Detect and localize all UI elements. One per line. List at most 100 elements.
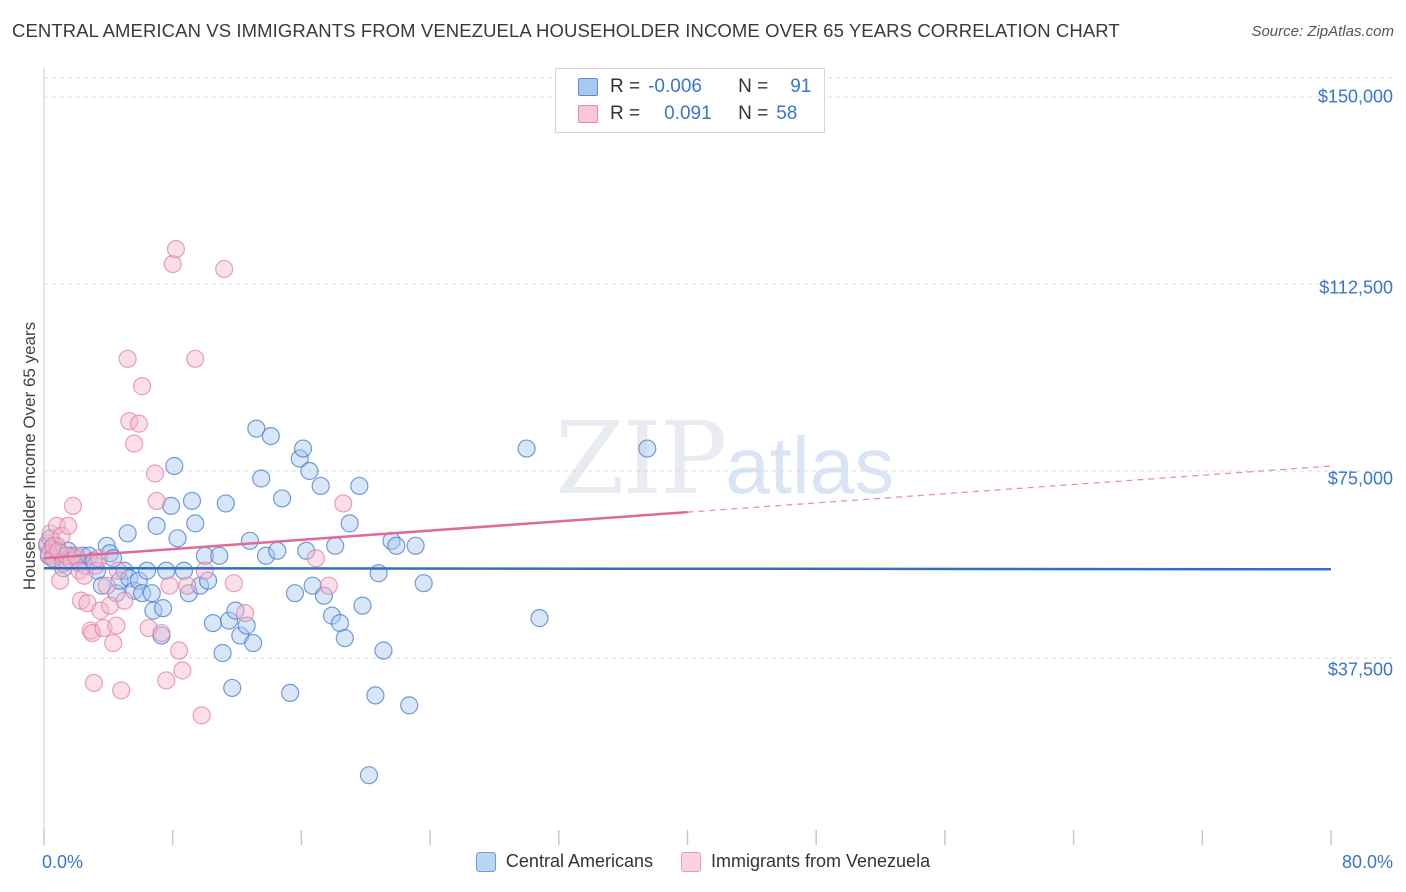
y-tick-label: $75,000	[1327, 468, 1393, 489]
central-americans-point	[213, 643, 232, 663]
trend-line	[43, 566, 1332, 571]
central-americans-point	[285, 584, 305, 603]
legend-r-label: R =	[610, 103, 641, 124]
venezuela-point	[91, 601, 110, 620]
venezuela-point	[235, 604, 255, 623]
central-americans-point	[359, 766, 379, 785]
legend-row-venezuela: R = 0.091 N = 58	[578, 101, 797, 127]
central-americans-point	[142, 584, 161, 603]
legend-n-label: N =	[738, 76, 769, 97]
central-americans-point	[223, 678, 242, 698]
central-americans-point	[311, 476, 330, 496]
watermark-atlas: atlas	[725, 421, 895, 510]
x-tick-label-max: 80.0%	[1341, 852, 1393, 872]
central-americans-point	[157, 561, 176, 580]
venezuela-point	[147, 491, 166, 511]
venezuela-point	[166, 239, 186, 259]
central-americans-point	[198, 571, 218, 590]
x-axis	[43, 68, 1332, 845]
central-americans-point	[350, 476, 369, 496]
chart-title: CENTRAL AMERICAN VS IMMIGRANTS FROM VENE…	[12, 20, 1120, 41]
venezuela-point	[334, 494, 353, 513]
x-tick-label-min: 0.0%	[42, 852, 84, 872]
central-americans-point	[261, 426, 280, 446]
central-americans-point	[210, 546, 229, 565]
venezuela-point	[160, 576, 179, 595]
venezuela-point	[319, 576, 338, 595]
source-label: Source: ZipAtlas.com	[1251, 23, 1394, 40]
central-americans-point	[268, 541, 287, 560]
central-americans-point	[133, 584, 152, 603]
venezuela-point	[145, 464, 165, 483]
trend-line-extrapolated	[687, 465, 1332, 513]
legend-item-central-americans: Central Americans	[475, 851, 653, 872]
central-americans-point	[326, 536, 345, 555]
gridlines	[44, 77, 1392, 659]
venezuela-point	[192, 706, 211, 725]
central-americans-point	[314, 586, 334, 605]
venezuela-point	[83, 623, 102, 643]
central-americans-point	[153, 599, 173, 618]
venezuela-points	[38, 239, 353, 725]
central-americans-point	[118, 524, 137, 543]
central-americans-point	[374, 641, 393, 660]
venezuela-point	[112, 681, 131, 700]
watermark: ZIPatlas	[555, 400, 894, 517]
central-americans-point	[165, 456, 184, 476]
venezuela-point	[215, 259, 234, 279]
central-americans-point	[281, 683, 300, 703]
venezuela-point	[195, 561, 214, 580]
central-americans-point	[414, 574, 433, 593]
venezuela-point	[107, 616, 126, 635]
venezuela-point	[173, 661, 192, 680]
legend-r-value: 0.091	[664, 103, 712, 124]
legend-label: Central Americans	[505, 851, 653, 871]
central-americans-point	[174, 561, 194, 580]
central-americans-point	[290, 449, 309, 468]
venezuela-point	[108, 561, 128, 580]
venezuela-point	[50, 571, 70, 590]
legend-n-value: 58	[776, 103, 798, 124]
venezuela-point	[63, 496, 83, 516]
central-americans-point	[244, 633, 263, 653]
central-americans-point	[335, 628, 354, 648]
central-americans-point	[406, 536, 425, 555]
central-americans-point	[186, 514, 205, 533]
venezuela-point	[170, 641, 189, 660]
legend-n-label: N =	[738, 103, 769, 124]
central-americans-point	[297, 541, 316, 560]
central-americans-point	[353, 596, 372, 615]
central-americans-point	[517, 439, 536, 458]
legend-item-venezuela: Immigrants from Venezuela	[680, 851, 930, 872]
venezuela-point	[52, 526, 71, 545]
venezuela-point	[152, 623, 171, 643]
central-americans-point	[168, 529, 187, 548]
venezuela-point	[89, 549, 108, 568]
legend-swatch-blue	[578, 78, 598, 96]
central-americans-point	[216, 494, 235, 513]
venezuela-point	[124, 434, 144, 453]
central-americans-point	[366, 686, 385, 705]
central-americans-point	[400, 696, 419, 715]
central-americans-point	[203, 613, 223, 633]
central-americans-point	[638, 439, 657, 458]
legend-row-central-americans: R = -0.006 N = 91	[578, 74, 811, 100]
central-americans-point	[252, 469, 271, 488]
central-americans-point	[92, 576, 112, 595]
central-americans-point	[387, 536, 406, 555]
venezuela-point	[186, 349, 205, 368]
venezuela-point	[157, 671, 176, 690]
trend-lines	[43, 465, 1332, 571]
y-tick-label: $112,500	[1319, 277, 1393, 298]
venezuela-point	[163, 254, 182, 274]
central-americans-point	[340, 514, 359, 533]
venezuela-point	[178, 576, 197, 595]
central-americans-point	[530, 609, 549, 628]
central-americans-point	[300, 461, 319, 481]
stats-legend: R = -0.006 N = 91 R = 0.091 N = 58	[555, 68, 825, 133]
legend-r-value: -0.006	[648, 76, 702, 97]
trend-line	[43, 510, 688, 560]
central-americans-point	[137, 561, 157, 580]
central-americans-point	[293, 439, 313, 458]
